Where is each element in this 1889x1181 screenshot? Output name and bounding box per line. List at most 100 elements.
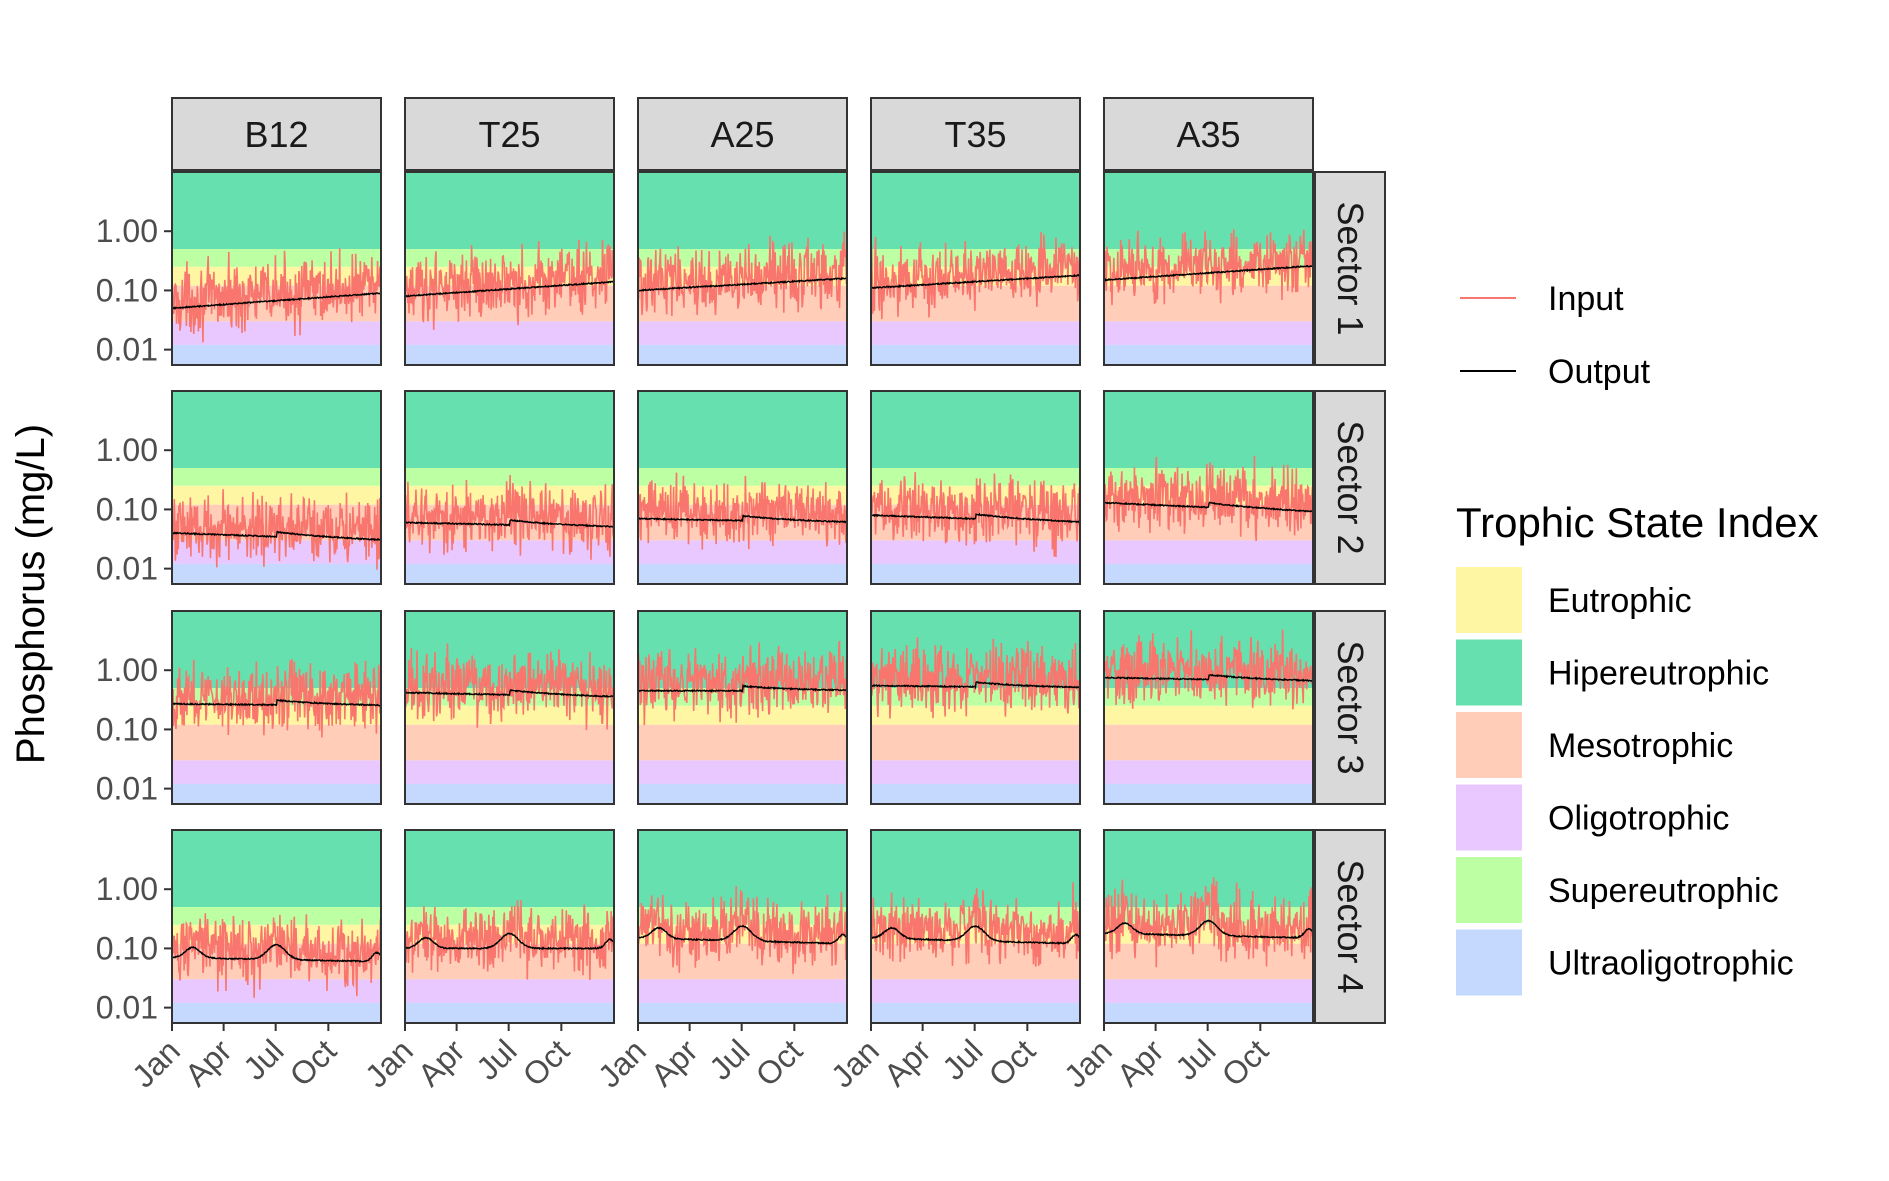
series-output-line [172, 943, 381, 963]
legend-item-mesotrophic: Mesotrophic [1456, 712, 1733, 778]
band-ultraoligotrophic [871, 344, 1080, 365]
legend-label: Oligotrophic [1548, 800, 1729, 838]
legend-label: Ultraoligotrophic [1548, 945, 1794, 983]
legend-label: Mesotrophic [1548, 727, 1733, 765]
band-mesotrophic [1104, 285, 1313, 322]
legend-item-eutrophic: Eutrophic [1456, 567, 1692, 633]
panel-sector-1-a25 [637, 171, 848, 366]
band-hipereutrophic [638, 172, 847, 250]
legend-label: Eutrophic [1548, 582, 1692, 620]
panel-sector-2-a35 [1103, 390, 1314, 585]
facet-strip-t35: T35 [870, 97, 1081, 171]
series-input-line [172, 248, 381, 343]
panels-layer [171, 171, 1314, 1024]
series-input-line [638, 885, 847, 974]
series-input-line [871, 472, 1080, 558]
band-ultraoligotrophic [1104, 344, 1313, 365]
band-eutrophic [172, 485, 381, 505]
facet-strip-label: T35 [944, 114, 1006, 155]
band-mesotrophic [638, 724, 847, 761]
series-output-line [1104, 501, 1313, 513]
facet-strip-label: A35 [1176, 114, 1240, 155]
legend-key-swatch [1456, 857, 1522, 923]
band-mesotrophic [871, 724, 1080, 761]
series-input-line [1104, 229, 1313, 306]
series-output-line [405, 280, 614, 298]
band-supereutrophic [871, 249, 1080, 267]
panel-sector-3-a25 [637, 610, 848, 805]
y-tick-label: 1.00 [96, 871, 158, 907]
y-axis-title: Phosphorus (mg/L) [9, 424, 53, 764]
panel-border [171, 610, 382, 805]
x-tick-label: Jul [935, 1032, 989, 1086]
band-hipereutrophic [871, 172, 1080, 250]
legend-key-swatch [1456, 784, 1522, 851]
series-output-line [1104, 919, 1313, 939]
x-tick-label: Jul [1168, 1032, 1222, 1086]
band-hipereutrophic [172, 830, 381, 908]
band-mesotrophic [1104, 724, 1313, 761]
panel-border [1103, 171, 1314, 366]
legend-title: Trophic State Index [1456, 499, 1819, 546]
band-ultraoligotrophic [1104, 1002, 1313, 1023]
facet-strip-label: Sector 4 [1330, 859, 1371, 993]
band-supereutrophic [172, 907, 381, 925]
panel-sector-3-b12 [171, 610, 382, 805]
series-input-line [172, 913, 381, 998]
facet-strip-label: Sector 3 [1330, 640, 1371, 774]
x-tick-label: Jan [591, 1032, 653, 1094]
y-tick-label: 0.01 [96, 332, 158, 368]
tsi-bands [172, 172, 381, 365]
band-oligotrophic [871, 979, 1080, 1003]
legend-label: Output [1548, 353, 1651, 391]
series-output-line [638, 924, 847, 945]
panel-sector-3-t35 [870, 610, 1081, 805]
facet-strip-a25: A25 [637, 97, 848, 171]
facet-strip-label: Sector 2 [1330, 420, 1371, 554]
band-ultraoligotrophic [172, 1002, 381, 1023]
band-supereutrophic [871, 468, 1080, 486]
band-hipereutrophic [405, 172, 614, 250]
panel-border [404, 390, 615, 585]
tsi-bands [638, 611, 847, 804]
legend-key-swatch [1456, 639, 1522, 706]
series-input-line [405, 239, 614, 330]
x-tick-label: Jan [358, 1032, 420, 1094]
panel-sector-4-t35 [870, 829, 1081, 1024]
band-oligotrophic [172, 321, 381, 345]
y-tick-label: 0.10 [96, 711, 158, 747]
y-tick-label: 0.01 [96, 771, 158, 807]
panel-border [1103, 390, 1314, 585]
band-oligotrophic [638, 760, 847, 784]
band-ultraoligotrophic [172, 783, 381, 804]
band-supereutrophic [1104, 688, 1313, 706]
series-input-line [871, 231, 1080, 320]
legend-key-swatch [1456, 712, 1522, 778]
x-tick-label: Apr [411, 1032, 472, 1093]
band-supereutrophic [405, 688, 614, 706]
band-oligotrophic [1104, 321, 1313, 345]
band-hipereutrophic [405, 391, 614, 469]
series-input-line [1104, 455, 1313, 542]
facet-strip-t25: T25 [404, 97, 615, 171]
series-input-line [405, 643, 614, 731]
x-tick-label: Jan [1057, 1032, 1119, 1094]
series-input-line [405, 900, 614, 981]
y-tick-label: 0.10 [96, 272, 158, 308]
series-input-line [638, 472, 847, 550]
band-supereutrophic [172, 468, 381, 486]
band-oligotrophic [1104, 760, 1313, 784]
panel-sector-3-a35 [1103, 610, 1314, 805]
band-hipereutrophic [172, 391, 381, 469]
x-tick-label: Oct [283, 1032, 344, 1093]
y-tick-label: 0.01 [96, 551, 158, 587]
y-tick-label: 1.00 [96, 213, 158, 249]
series-output-line [638, 276, 847, 292]
series-output-line [1104, 264, 1313, 283]
band-ultraoligotrophic [638, 563, 847, 584]
facet-strip-label: T25 [478, 114, 540, 155]
x-tick-label: Oct [516, 1032, 577, 1093]
band-oligotrophic [1104, 540, 1313, 564]
band-oligotrophic [172, 979, 381, 1003]
series-input-line [638, 640, 847, 726]
